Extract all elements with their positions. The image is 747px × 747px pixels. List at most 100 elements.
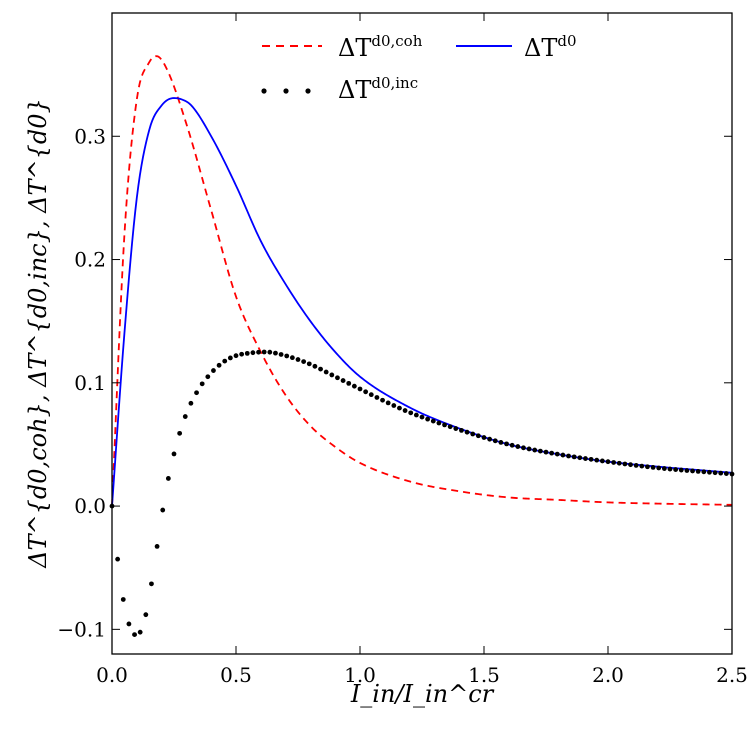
series-inc-point bbox=[312, 363, 318, 369]
series-inc-point bbox=[233, 353, 239, 359]
series-inc-point bbox=[380, 397, 385, 403]
ticks-layer: 0.0 0.5 1.0 1.5 2.0 2.5 −0.1 0.0 0.1 0.2 0.3 bbox=[57, 13, 747, 687]
series-inc-point bbox=[346, 380, 352, 386]
series-inc-point bbox=[188, 400, 194, 406]
series-inc-point bbox=[115, 556, 121, 562]
series-inc-point bbox=[430, 418, 436, 424]
y-axis-label-text: ΔT^{d0,coh}, ΔT^{d0,inc}, ΔT^{d0} bbox=[24, 98, 52, 569]
legend-label-coh: ΔTd0,coh bbox=[338, 32, 423, 62]
series-inc-point bbox=[408, 410, 414, 416]
series-inc-point bbox=[306, 361, 312, 367]
series-inc-point bbox=[165, 476, 171, 481]
series-inc-point bbox=[521, 445, 526, 451]
series-inc-point bbox=[605, 459, 611, 465]
legend-sup-inc: d0,inc bbox=[371, 74, 418, 92]
series-inc-point bbox=[284, 353, 290, 359]
series-inc-point bbox=[385, 400, 391, 406]
series-inc-point bbox=[656, 465, 662, 471]
series-inc-point bbox=[182, 414, 188, 419]
series-inc-point bbox=[413, 412, 419, 418]
series-inc-point bbox=[447, 424, 453, 430]
series-inc-point bbox=[216, 362, 222, 368]
series-inc-point bbox=[481, 435, 487, 440]
series-inc-point bbox=[566, 453, 571, 459]
series-inc-point bbox=[244, 350, 250, 356]
series-inc-point bbox=[323, 369, 329, 375]
series-inc-point bbox=[419, 414, 425, 420]
x-tick-label: 2.5 bbox=[716, 663, 747, 687]
series-inc-point bbox=[453, 426, 459, 431]
series-inc-point bbox=[684, 468, 690, 473]
series-inc-point bbox=[616, 460, 622, 466]
series-inc-point bbox=[661, 466, 667, 471]
series-inc-point bbox=[256, 349, 261, 355]
series-coh-line bbox=[111, 55, 733, 507]
series-inc-point bbox=[695, 469, 701, 474]
legend-main-total: ΔT bbox=[524, 34, 557, 62]
series-inc-point bbox=[492, 438, 498, 444]
series-inc-point bbox=[537, 448, 543, 454]
legend-sup-total: d0 bbox=[557, 32, 576, 50]
series-inc-point bbox=[560, 452, 566, 458]
series-inc-point bbox=[318, 366, 323, 372]
series-inc-point bbox=[459, 427, 464, 433]
series-inc-point bbox=[639, 463, 645, 469]
legend-dot-inc-2 bbox=[283, 88, 289, 94]
x-tick-label: 2.0 bbox=[592, 663, 624, 687]
series-inc-point bbox=[667, 466, 673, 472]
legend-main-inc: ΔT bbox=[338, 76, 371, 104]
series-inc-point bbox=[707, 469, 712, 475]
series-inc-point bbox=[363, 389, 369, 395]
series-inc-point bbox=[267, 349, 273, 355]
series-inc-point bbox=[532, 447, 538, 453]
series-inc-point bbox=[222, 358, 228, 364]
series-inc-point bbox=[351, 383, 357, 389]
legend-dot-inc-1 bbox=[261, 88, 267, 94]
series-inc-point bbox=[374, 395, 380, 400]
series-inc-point bbox=[273, 350, 278, 356]
series-inc-point bbox=[199, 381, 205, 387]
series-inc-point bbox=[295, 357, 301, 362]
series-inc-point bbox=[227, 355, 233, 361]
series-inc-point bbox=[329, 372, 335, 378]
series-inc-point bbox=[391, 403, 397, 408]
series-inc-point bbox=[611, 460, 617, 465]
x-tick-label: 1.0 bbox=[344, 663, 376, 687]
series-inc-point bbox=[718, 470, 724, 476]
series-inc-point bbox=[475, 433, 481, 439]
legend-label-inc: ΔTd0,inc bbox=[338, 74, 418, 104]
series-inc-point bbox=[261, 349, 267, 355]
series-inc-point bbox=[583, 456, 588, 461]
legend-dot-inc-3 bbox=[305, 88, 311, 94]
series-inc-point bbox=[368, 392, 374, 398]
series-inc-point bbox=[402, 408, 408, 413]
plot-frame bbox=[111, 12, 733, 655]
series-inc-point bbox=[498, 439, 504, 445]
series-inc-point bbox=[515, 444, 521, 449]
y-tick-label: 0.3 bbox=[74, 124, 106, 148]
y-tick-label: 0.0 bbox=[74, 494, 106, 518]
series-inc-point bbox=[701, 469, 707, 475]
series-inc-point bbox=[543, 449, 549, 455]
series-inc-point bbox=[650, 464, 656, 470]
series-inc-point bbox=[250, 350, 256, 356]
x-tick-label: 1.5 bbox=[468, 663, 500, 687]
series-inc-point bbox=[289, 355, 295, 361]
series-inc-point bbox=[554, 451, 560, 457]
series-inc-point bbox=[154, 544, 160, 549]
y-axis-label: ΔT^{d0,coh}, ΔT^{d0,inc}, ΔT^{d0} bbox=[24, 98, 52, 569]
legend: ΔTd0,coh ΔTd0 ΔTd0,inc bbox=[261, 32, 577, 104]
series-inc-point bbox=[571, 454, 577, 460]
series-inc-point bbox=[205, 374, 211, 380]
series-inc-point bbox=[599, 458, 605, 464]
series-inc bbox=[109, 349, 735, 637]
series-inc-point bbox=[526, 446, 532, 452]
series-inc-point bbox=[645, 464, 650, 470]
series-inc-point bbox=[628, 462, 633, 468]
legend-main-coh: ΔT bbox=[338, 34, 371, 62]
y-tick-label: −0.1 bbox=[57, 617, 106, 641]
series-inc-point bbox=[177, 430, 183, 436]
series-inc-point bbox=[340, 378, 346, 383]
series-inc-point bbox=[132, 632, 137, 637]
